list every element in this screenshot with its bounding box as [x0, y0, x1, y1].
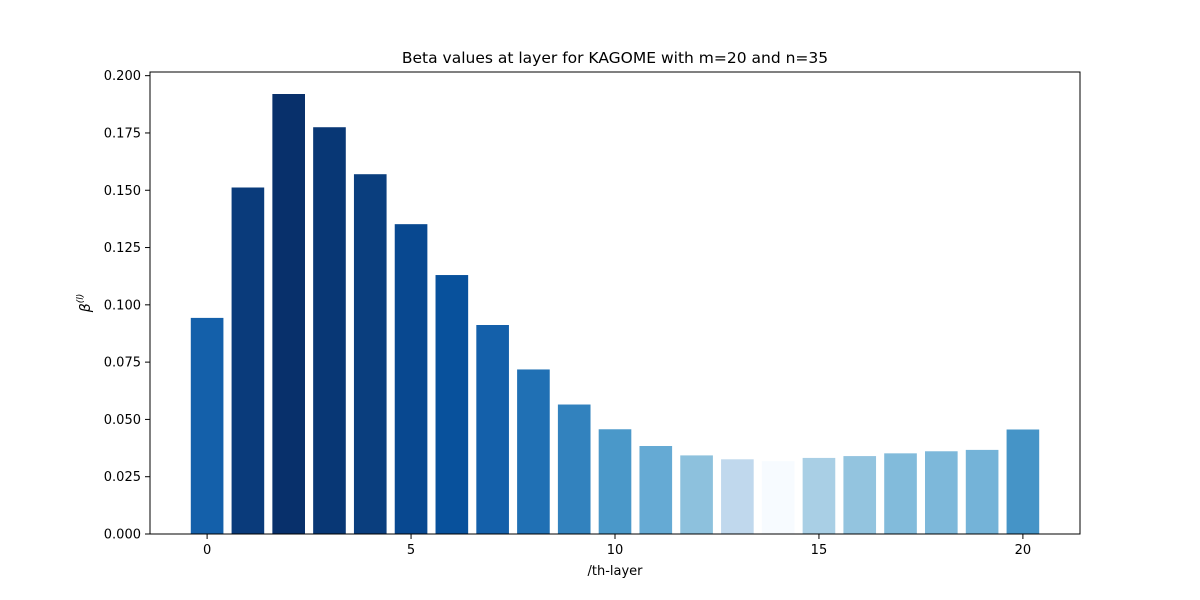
bar-layer-14 — [761, 461, 795, 534]
bar-layer-8 — [517, 369, 550, 534]
y-tick-label: 0.075 — [104, 356, 141, 371]
y-tick-label: 0.100 — [104, 298, 141, 313]
y-tick-label: 0.200 — [104, 69, 141, 84]
bar-layer-16 — [843, 456, 877, 534]
bar-layer-1 — [231, 187, 265, 534]
y-tick-label: 0.025 — [104, 470, 141, 485]
bar-layer-19 — [965, 449, 999, 534]
bar-layer-11 — [639, 446, 673, 534]
bar-layer-7 — [476, 325, 509, 534]
bar-layer-12 — [680, 455, 713, 534]
bar-layer-3 — [313, 127, 346, 535]
x-tick-label: 10 — [607, 543, 624, 558]
chart-title: Beta values at layer for KAGOME with m=2… — [402, 49, 828, 67]
bar-layer-15 — [802, 457, 836, 534]
y-tick-label: 0.175 — [104, 126, 141, 141]
bar-layer-17 — [884, 453, 917, 534]
bars-group — [190, 94, 1040, 535]
y-tick-label: 0.125 — [104, 241, 141, 256]
bar-layer-20 — [1006, 429, 1040, 534]
bar-layer-2 — [272, 94, 305, 534]
y-tick-label: 0.050 — [104, 413, 141, 428]
bar-layer-0 — [190, 317, 224, 534]
y-axis-ticks: 0.000 0.025 0.050 0.075 0.100 0.125 0.150 0.175… — [104, 69, 150, 543]
bar-layer-10 — [598, 429, 632, 534]
x-tick-label: 0 — [203, 543, 211, 558]
y-axis-label-superscript: (l) — [76, 294, 86, 304]
x-axis-label: /th-layer — [587, 564, 643, 579]
bar-layer-13 — [721, 459, 754, 534]
x-tick-label: 20 — [1015, 543, 1032, 558]
bar-layer-6 — [435, 275, 469, 534]
y-axis-label-base: β — [78, 303, 94, 313]
bar-layer-18 — [925, 451, 958, 534]
bar-layer-4 — [353, 174, 387, 535]
y-tick-label: 0.000 — [104, 528, 141, 543]
bar-layer-9 — [557, 404, 591, 534]
y-axis-label: β(l) — [76, 294, 94, 313]
bar-layer-5 — [394, 224, 428, 534]
x-axis-ticks: 0 5 10 15 20 — [203, 534, 1031, 558]
x-tick-label: 15 — [811, 543, 828, 558]
x-tick-label: 5 — [407, 543, 415, 558]
plot-frame — [149, 71, 1081, 535]
y-tick-label: 0.150 — [104, 184, 141, 199]
